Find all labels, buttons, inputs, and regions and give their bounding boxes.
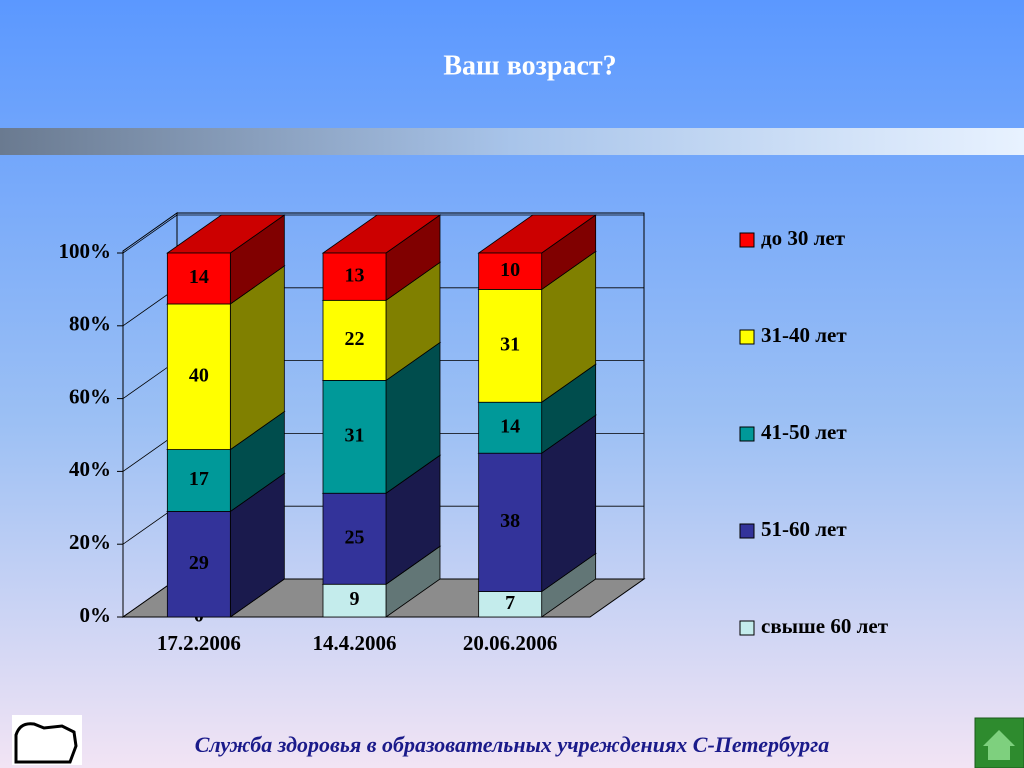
value-label: 9 (350, 588, 360, 610)
y-tick-label: 20% (69, 530, 111, 554)
legend-label: 51-60 лет (761, 517, 847, 541)
value-label: 29 (189, 552, 209, 574)
x-tick-label: 20.06.2006 (463, 631, 558, 655)
bar (478, 591, 543, 618)
value-label: 25 (345, 526, 365, 548)
y-tick-label: 60% (69, 384, 111, 408)
bar (166, 449, 231, 512)
legend-label: 31-40 лет (761, 323, 847, 347)
y-tick-label: 0% (80, 603, 112, 627)
value-label: 14 (189, 266, 209, 288)
value-label: 40 (189, 364, 209, 386)
x-tick-label: 14.4.2006 (313, 631, 397, 655)
bar (322, 299, 387, 381)
bar (166, 303, 231, 450)
x-tick-label: 17.2.2006 (157, 631, 241, 655)
legend-label: свыше 60 лет (761, 614, 889, 638)
legend-swatch (739, 329, 755, 345)
legend-swatch (739, 426, 755, 442)
logo (12, 715, 82, 765)
value-label: 10 (500, 259, 520, 281)
value-label: 7 (505, 592, 515, 614)
legend-swatch (739, 620, 755, 636)
footer-text: Служба здоровья в образовательных учрежд… (195, 732, 830, 757)
bar (478, 252, 543, 290)
legend-swatch (739, 523, 755, 539)
value-label: 22 (345, 328, 365, 350)
legend-swatch (739, 232, 755, 248)
chart: 0%20%40%60%80%100%17.2.200602917401414.4… (59, 212, 889, 655)
value-label: 13 (345, 264, 365, 286)
bar (322, 492, 387, 585)
decor-band (0, 128, 1024, 155)
value-label: 38 (500, 510, 520, 532)
slide-title: Ваш возраст? (443, 50, 616, 81)
y-tick-label: 100% (59, 239, 112, 263)
home-button[interactable] (974, 717, 1024, 768)
value-label: 14 (500, 415, 520, 437)
legend-label: до 30 лет (761, 226, 846, 250)
value-label: 31 (345, 424, 365, 446)
value-label: 31 (500, 333, 520, 355)
bar (322, 583, 387, 618)
bar (478, 288, 543, 403)
y-tick-label: 80% (69, 312, 111, 336)
bar (166, 252, 231, 305)
y-tick-label: 40% (69, 457, 111, 481)
value-label: 17 (189, 468, 209, 490)
bar (322, 379, 387, 494)
legend-label: 41-50 лет (761, 420, 847, 444)
bar (166, 511, 231, 618)
grid-line (122, 214, 644, 254)
bar (322, 252, 387, 301)
bar (478, 452, 543, 592)
